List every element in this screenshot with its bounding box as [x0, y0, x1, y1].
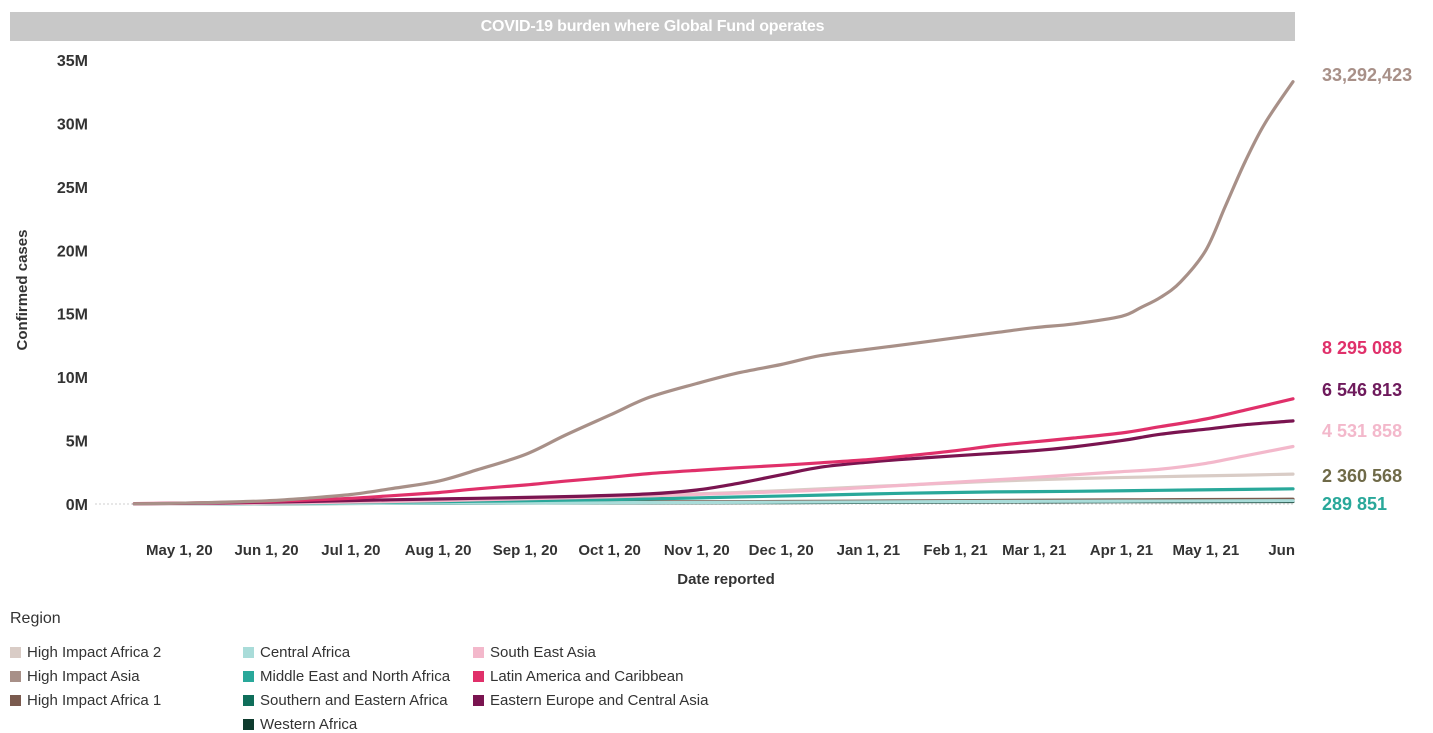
- x-axis: May 1, 20 Jun 1, 20 Jul 1, 20 Aug 1, 20 Sep …: [146, 542, 1295, 559]
- legend-label: High Impact Asia: [27, 668, 140, 685]
- legend-label: Western Africa: [260, 716, 358, 733]
- x-tick-label: Jan 1, 21: [837, 542, 900, 559]
- legend: Region High Impact Africa 2 High Impact A…: [10, 610, 730, 733]
- y-tick-label: 10M: [57, 370, 88, 387]
- x-tick-label: Apr 1, 21: [1090, 542, 1153, 559]
- legend-label: Southern and Eastern Africa: [260, 692, 448, 709]
- x-tick-label: Jun: [1268, 542, 1295, 559]
- legend-item[interactable]: South East Asia: [473, 644, 596, 661]
- x-tick-label: May 1, 21: [1172, 542, 1239, 559]
- y-tick-label: 30M: [57, 116, 88, 133]
- end-value-label: 8 295 088: [1322, 338, 1402, 358]
- y-tick-label: 25M: [57, 180, 88, 197]
- x-tick-label: Feb 1, 21: [923, 542, 987, 559]
- legend-swatch: [243, 671, 254, 682]
- legend-title: Region: [10, 610, 61, 627]
- legend-swatch: [243, 695, 254, 706]
- legend-label: High Impact Africa 2: [27, 644, 162, 661]
- end-value-label: 33,292,423: [1322, 65, 1412, 85]
- x-tick-label: Oct 1, 20: [578, 542, 641, 559]
- y-axis-title: Confirmed cases: [14, 230, 31, 351]
- y-tick-label: 35M: [57, 53, 88, 70]
- end-value-label: 6 546 813: [1322, 380, 1402, 400]
- end-labels: 33,292,423 8 295 088 6 546 813 4 531 858 2 3…: [1322, 65, 1412, 514]
- series-line-high-impact-asia: [132, 80, 1295, 506]
- legend-swatch: [473, 647, 484, 658]
- series-line-latin-america-and-caribbean: [132, 397, 1295, 506]
- end-value-label: 4 531 858: [1322, 421, 1402, 441]
- legend-label: South East Asia: [490, 644, 596, 661]
- legend-swatch: [473, 695, 484, 706]
- legend-swatch: [10, 695, 21, 706]
- legend-label: Middle East and North Africa: [260, 668, 451, 685]
- legend-item[interactable]: High Impact Africa 1: [10, 692, 161, 709]
- end-value-label: 2 360 568: [1322, 466, 1402, 486]
- chart-title: COVID-19 burden where Global Fund operat…: [10, 12, 1295, 41]
- y-axis: 0M 5M 10M 15M 20M 25M 30M 35M: [57, 53, 88, 514]
- legend-item[interactable]: Latin America and Caribbean: [473, 668, 683, 685]
- x-tick-label: Jul 1, 20: [321, 542, 380, 559]
- x-tick-label: Nov 1, 20: [664, 542, 730, 559]
- x-tick-label: May 1, 20: [146, 542, 213, 559]
- x-axis-title: Date reported: [677, 571, 775, 588]
- end-value-label: 289 851: [1322, 494, 1387, 514]
- legend-item[interactable]: Western Africa: [243, 716, 357, 733]
- x-tick-label: Mar 1, 21: [1002, 542, 1066, 559]
- x-tick-label: Dec 1, 20: [749, 542, 814, 559]
- legend-item[interactable]: Central Africa: [243, 644, 350, 661]
- y-tick-label: 15M: [57, 307, 88, 324]
- series-line-south-east-asia: [132, 444, 1295, 506]
- series-line-eastern-europe-and-central-asia: [132, 419, 1295, 506]
- legend-item[interactable]: Middle East and North Africa: [243, 668, 450, 685]
- x-tick-label: Jun 1, 20: [234, 542, 298, 559]
- legend-label: High Impact Africa 1: [27, 692, 162, 709]
- legend-swatch: [243, 719, 254, 730]
- legend-label: Central Africa: [260, 644, 351, 661]
- y-tick-label: 5M: [66, 434, 88, 451]
- y-tick-label: 20M: [57, 243, 88, 260]
- legend-item[interactable]: Southern and Eastern Africa: [243, 692, 448, 709]
- x-tick-label: Sep 1, 20: [493, 542, 558, 559]
- y-tick-label: 0M: [66, 497, 88, 514]
- x-tick-label: Aug 1, 20: [405, 542, 472, 559]
- legend-item[interactable]: High Impact Africa 2: [10, 644, 161, 661]
- legend-item[interactable]: High Impact Asia: [10, 668, 140, 685]
- legend-item[interactable]: Eastern Europe and Central Asia: [473, 692, 708, 709]
- legend-label: Latin America and Caribbean: [490, 668, 684, 685]
- legend-swatch: [473, 671, 484, 682]
- legend-swatch: [243, 647, 254, 658]
- chart-plot-area: 0M 5M 10M 15M 20M 25M 30M 35M May 1, 20 Jun 1, 2…: [14, 53, 1412, 588]
- legend-swatch: [10, 647, 21, 658]
- series-lines: [132, 80, 1295, 506]
- legend-swatch: [10, 671, 21, 682]
- legend-label: Eastern Europe and Central Asia: [490, 692, 709, 709]
